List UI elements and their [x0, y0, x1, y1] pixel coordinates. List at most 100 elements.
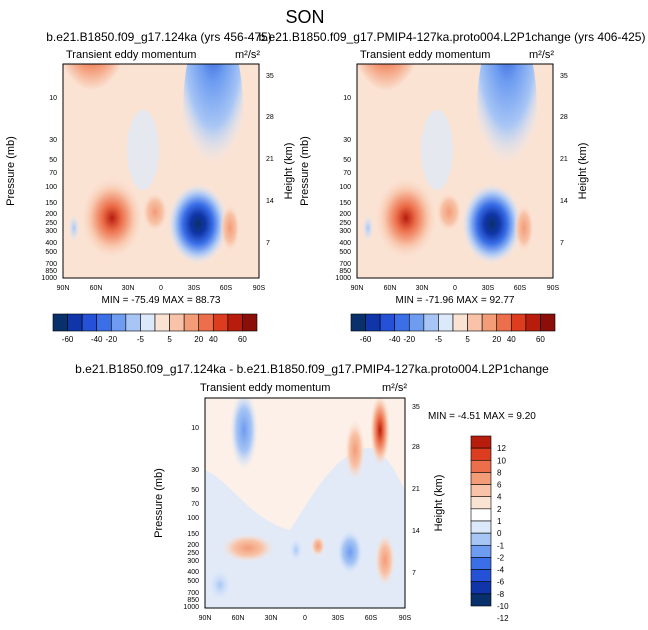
colorbar: -60 -40 -20 -5 5 20 40 60	[350, 313, 556, 344]
colorbar-swatch	[470, 435, 492, 449]
y-tick: 100	[45, 184, 57, 191]
min-max-text: MIN = -4.51 MAX = 9.20	[428, 411, 536, 422]
x-tick: 30N	[122, 285, 135, 292]
colorbar-label: 2	[497, 505, 502, 514]
colorbar-swatch	[470, 496, 492, 510]
colorbar-swatch	[140, 313, 156, 332]
colorbar-label: 12	[497, 444, 506, 453]
y-tick: 150	[339, 200, 351, 207]
colorbar-label: -5	[435, 335, 443, 344]
y-axis-label: Pressure (mb)	[153, 468, 165, 538]
y-tick: 50	[343, 157, 351, 164]
y-tick: 100	[339, 184, 351, 191]
y-right-tick: 14	[560, 198, 568, 205]
units-label: m²/s²	[529, 49, 554, 61]
y-right-tick: 35	[266, 73, 274, 80]
y-right-tick: 7	[266, 240, 270, 247]
y-axis-label: Pressure (mb)	[5, 136, 17, 206]
y-right-tick: 35	[412, 404, 420, 411]
y-tick: 400	[187, 569, 199, 576]
colorbar-label: -5	[137, 335, 145, 344]
colorbar-swatch	[470, 532, 492, 546]
colorbar-swatch	[169, 313, 185, 332]
y-tick: 10	[343, 95, 351, 102]
colorbar-label: 20	[492, 335, 501, 344]
colorbar-swatch	[365, 313, 381, 332]
y-tick: 1000	[183, 604, 199, 611]
y-tick: 850	[45, 268, 57, 275]
colorbar-swatch	[470, 447, 492, 461]
y-tick: 250	[187, 550, 199, 557]
colorbar-swatch	[470, 472, 492, 485]
x-axis: 90N 60N 30N 0 30S 60S 90S	[351, 285, 560, 292]
colorbar-swatch	[67, 313, 83, 332]
x-tick: 30S	[188, 285, 201, 292]
y-tick: 500	[339, 249, 351, 256]
y-tick: 10	[191, 425, 199, 432]
y-right-tick: 21	[266, 156, 274, 163]
colorbar-swatch	[408, 313, 425, 332]
x-tick: 60S	[220, 285, 233, 292]
colorbar-label: 40	[209, 335, 218, 344]
y-right-tick: 7	[412, 570, 416, 577]
plot-frame	[356, 63, 554, 279]
y-tick: 500	[45, 249, 57, 256]
y-tick: 30	[49, 137, 57, 144]
y-tick: 700	[339, 261, 351, 268]
colorbar-swatch	[110, 313, 127, 332]
colorbar-swatch	[96, 313, 112, 332]
y-tick: 300	[187, 558, 199, 565]
y-right-tick: 21	[560, 156, 568, 163]
colorbar-swatch	[467, 313, 483, 332]
y-right-axis-label: Height (km)	[433, 475, 445, 532]
colorbar-swatch	[481, 313, 498, 332]
x-tick: 90S	[399, 615, 412, 622]
plot-frame	[204, 397, 406, 609]
x-tick: 90S	[253, 285, 266, 292]
y-tick: 300	[45, 228, 57, 235]
y-right-tick: 28	[266, 114, 274, 121]
y-right-tick: 21	[412, 486, 420, 493]
colorbar-swatch	[470, 593, 492, 607]
panel-title: b.e21.B1850.f09_g17.124ka (yrs 456-475)	[46, 30, 272, 44]
x-tick: 0	[159, 285, 163, 292]
x-tick: 30N	[416, 285, 429, 292]
colorbar-label: 20	[194, 335, 203, 344]
x-axis: 90N 60N 30N 0 30S 60S 90S	[199, 615, 412, 622]
colorbar-label: -12	[497, 614, 509, 623]
colorbar-label: -4	[497, 566, 505, 575]
field-label: Transient eddy momentum	[66, 49, 196, 61]
colorbar-swatch	[438, 313, 454, 332]
y-axis-right: 35 28 21 14 7	[560, 73, 568, 247]
x-tick: 60N	[90, 285, 103, 292]
colorbar-label: 60	[238, 335, 247, 344]
x-axis: 90N 60N 30N 0 30S 60S 90S	[57, 285, 266, 292]
y-axis-left: 10 30 50 70 100 150 200 250 300 400 500 …	[335, 95, 351, 282]
colorbar-swatch	[470, 459, 492, 473]
y-right-tick: 7	[560, 240, 564, 247]
colorbar-label: 8	[497, 468, 502, 477]
y-axis-label: Pressure (mb)	[299, 136, 311, 206]
panel-difference: b.e21.B1850.f09_g17.124ka - b.e21.B1850.…	[75, 362, 549, 623]
colorbar-label: 0	[497, 529, 502, 538]
y-tick: 700	[187, 590, 199, 597]
y-tick: 1000	[335, 275, 351, 282]
colorbar-swatch	[510, 313, 527, 332]
colorbar-swatch	[52, 313, 68, 332]
x-tick: 0	[303, 615, 307, 622]
y-tick: 100	[187, 515, 199, 522]
x-tick: 30S	[332, 615, 345, 622]
colorbar-swatch	[470, 508, 492, 522]
y-right-axis-label: Height (km)	[283, 143, 295, 200]
colorbar-swatch	[452, 313, 468, 332]
colorbar-label: -60	[360, 335, 372, 344]
colorbar-label: 4	[497, 493, 502, 502]
colorbar-swatch	[496, 313, 512, 332]
x-tick: 30N	[265, 615, 278, 622]
x-tick: 90N	[199, 615, 212, 622]
colorbar-swatch	[379, 313, 396, 332]
colorbar-label: -6	[497, 578, 505, 587]
y-tick: 30	[191, 467, 199, 474]
colorbar-swatch	[212, 313, 229, 332]
colorbar-label: -40	[91, 335, 103, 344]
